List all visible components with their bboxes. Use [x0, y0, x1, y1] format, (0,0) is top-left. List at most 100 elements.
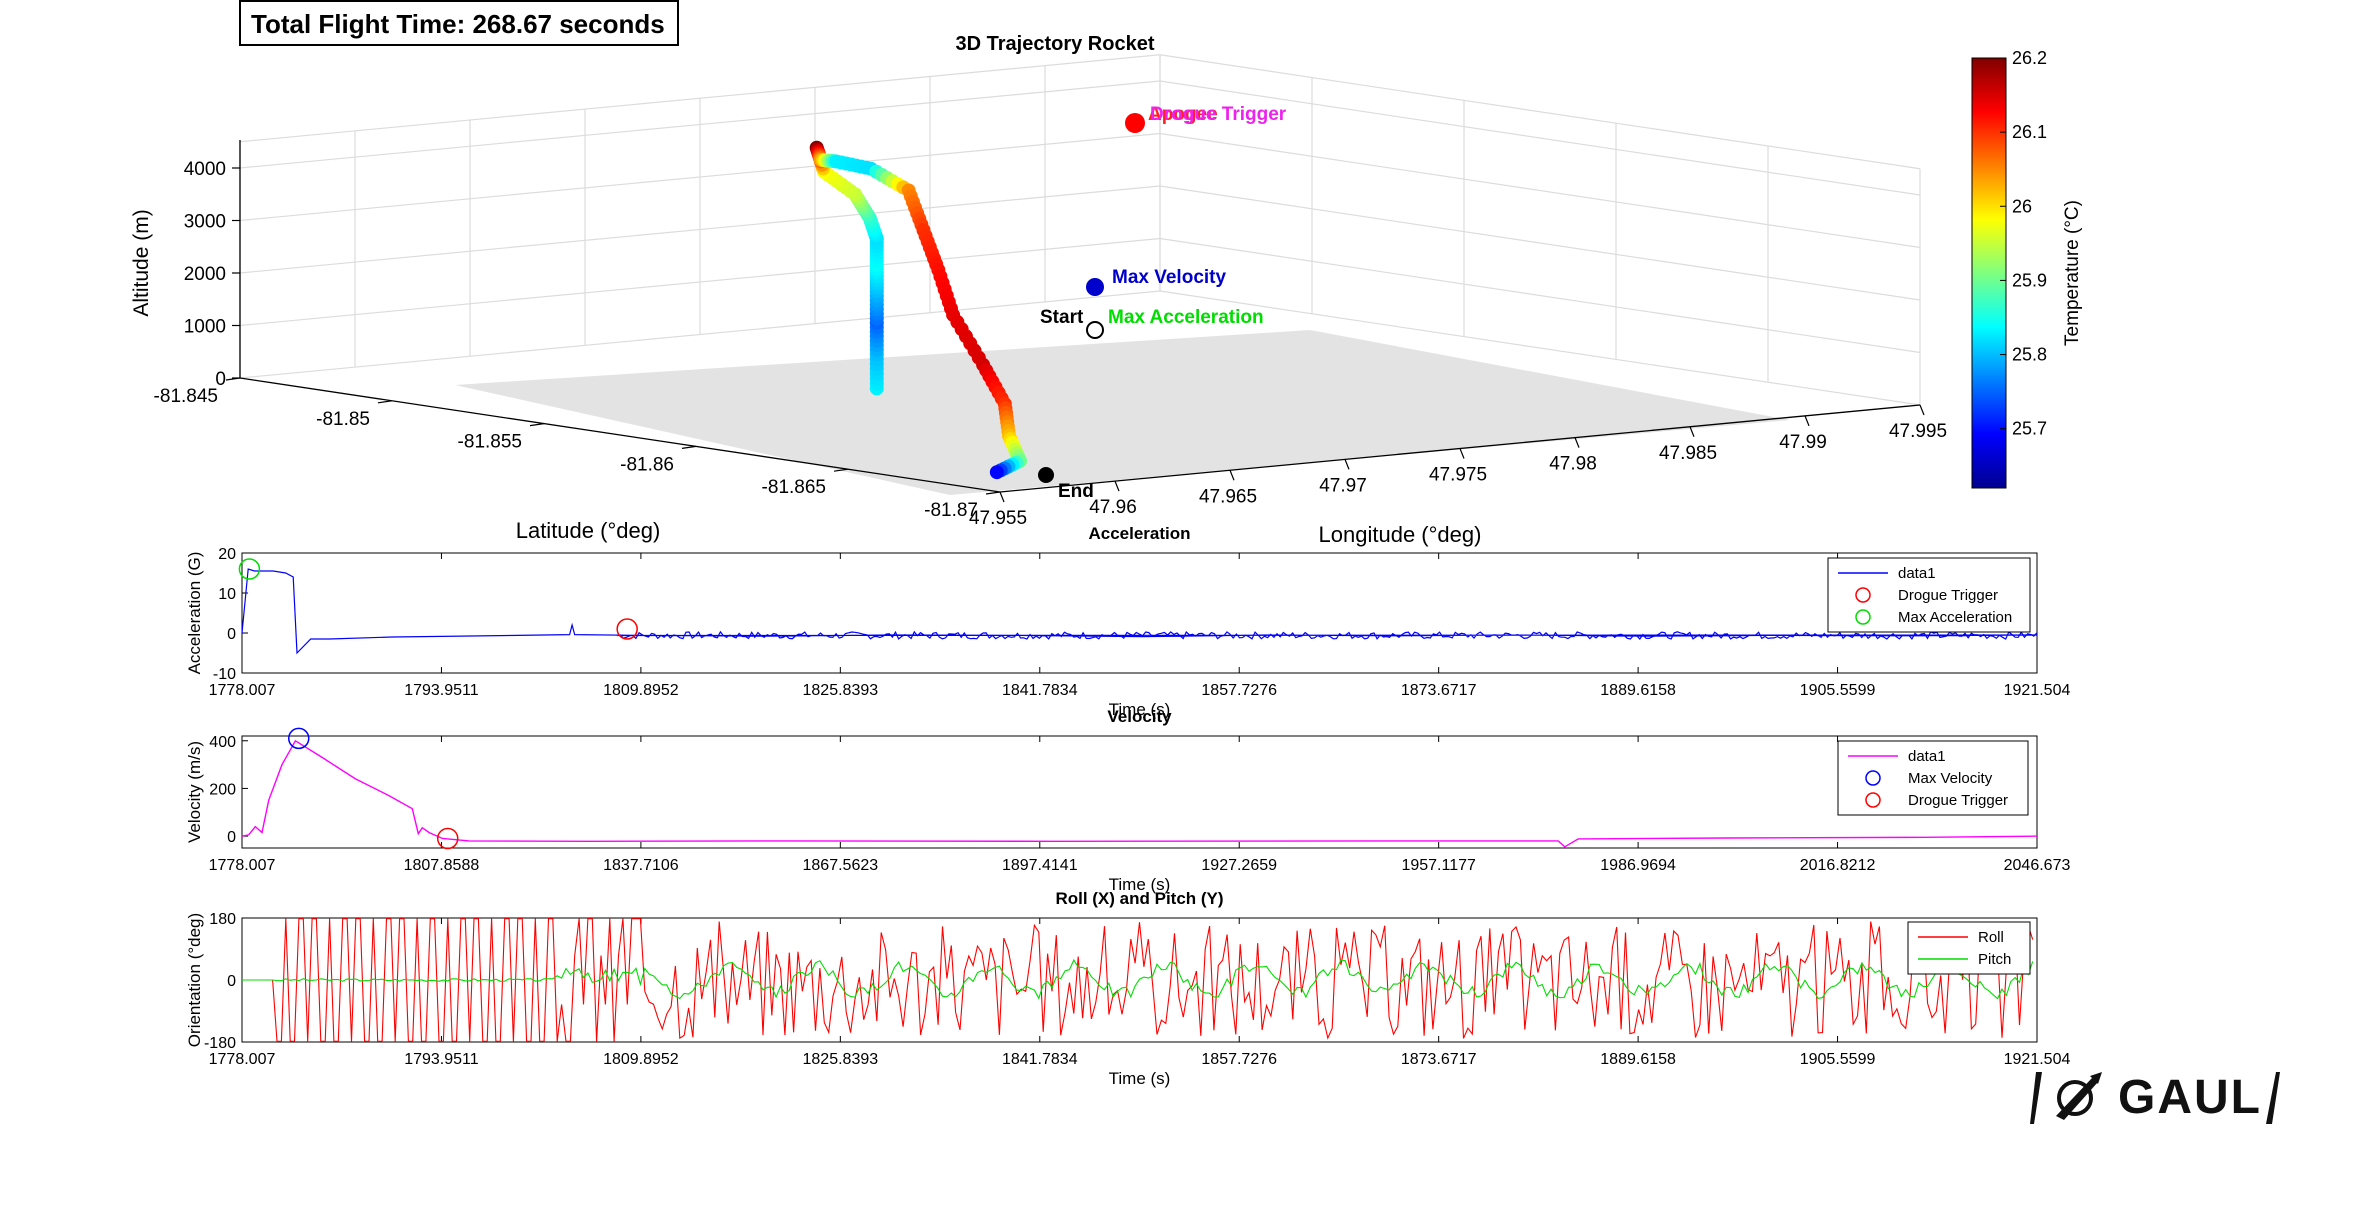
altitude-axis-label: Altitude (m) [130, 209, 153, 316]
start-marker [1086, 321, 1104, 339]
gaul-logo: GAUL [2030, 1070, 2280, 1126]
trajectory-markers [809, 140, 1028, 480]
x-tick-label: 1867.5623 [803, 857, 879, 874]
longitude-tick-label: 47.98 [1549, 454, 1597, 475]
orientation-plot: Roll (X) and Pitch (Y) 1778.007 1793.9511 1… [185, 889, 2070, 1088]
longitude-tick [1229, 470, 1235, 481]
latitude-tick [681, 445, 697, 449]
roll-line [242, 918, 2034, 1042]
y-axis-label: Velocity (m/s) [185, 741, 204, 843]
x-tick-label: 1921.504 [2004, 682, 2071, 699]
x-tick-label: 1778.007 [209, 682, 276, 699]
total-flight-time-text: Total Flight Time: 268.67 seconds [251, 9, 665, 39]
x-axis-label: Time (s) [1109, 1069, 1171, 1088]
longitude-tick [1459, 448, 1465, 459]
latitude-tick [985, 491, 1001, 495]
x-tick-label: 1905.5599 [1800, 682, 1876, 699]
latitude-tick [833, 468, 849, 472]
plot-area [241, 552, 2038, 674]
legend-label: Max Acceleration [1898, 609, 2012, 626]
altitude-tick-label: 4000 [184, 159, 226, 180]
y-axis-label: Orientation (°deg) [185, 913, 204, 1047]
velocity-plot: Velocity 1778.007 1807.8588 1837.7106 1867.5… [185, 707, 2070, 894]
longitude-tick [1574, 437, 1580, 448]
max-velocity-label: Max Velocity [1112, 267, 1226, 288]
longitude-tick [1919, 404, 1925, 416]
y-tick-label: 0 [227, 973, 236, 990]
total-flight-time-box: Total Flight Time: 268.67 seconds [239, 0, 679, 46]
latitude-axis-label: Latitude (°deg) [516, 518, 661, 543]
x-tick-label: 1857.7276 [1201, 682, 1277, 699]
legend-marker-swatch [1855, 609, 1871, 625]
colorbar-tick-label: 25.8 [2012, 345, 2047, 365]
drogue-trigger-point [616, 618, 638, 640]
x-tick-label: 1807.8588 [404, 857, 480, 874]
longitude-axis-label: Longitude (°deg) [1319, 522, 1482, 547]
longitude-tick-label: 47.995 [1889, 421, 1947, 442]
x-tick-label: 1837.7106 [603, 857, 679, 874]
plot-area [241, 735, 2038, 849]
x-tick-label: 1793.9511 [404, 1051, 479, 1068]
trajectory-title: 3D Trajectory Rocket [956, 33, 1155, 55]
longitude-ticks: 47.955 47.96 47.965 47.97 47.975 47.98 47.985 4… [969, 404, 1947, 529]
longitude-tick [1344, 459, 1350, 470]
longitude-tick-label: 47.99 [1779, 432, 1827, 453]
x-axis-label: Time (s) [1109, 875, 1171, 894]
colorbar-tick-label: 25.9 [2012, 270, 2047, 290]
y-tick-label: 20 [218, 546, 236, 563]
latitude-tick-label: -81.865 [762, 477, 826, 498]
y-tick-label: 400 [209, 734, 236, 751]
latitude-tick-label: -81.87 [924, 500, 978, 521]
grid-line-alt [239, 80, 1921, 196]
trajectory-point [989, 465, 1004, 480]
rocket-logo-icon [2030, 1072, 2102, 1124]
plot-title: Velocity [1107, 707, 1172, 726]
drogue-trigger-label: Drogue Trigger [1150, 104, 1287, 125]
ground-plane [455, 330, 1790, 495]
latitude-tick [529, 423, 545, 427]
legend-marker-swatch [1865, 770, 1881, 786]
colorbar-ticks: 26.2 26.1 26 25.9 25.8 25.7 [2000, 48, 2047, 439]
longitude-tick-label: 47.965 [1199, 486, 1257, 507]
colorbar-tick-label: 26.2 [2012, 48, 2047, 68]
legend-marker-swatch [1855, 587, 1871, 603]
y-tick-label: 180 [209, 911, 236, 928]
y-tick-label: 0 [227, 626, 236, 643]
acceleration-plot: Acceleration 1778.007 1793.9511 1809.8952 18… [185, 524, 2070, 719]
max-acceleration-point [238, 558, 261, 580]
latitude-tick-label: -81.845 [154, 386, 218, 407]
y-tick-label: 0 [227, 829, 236, 846]
trajectory-3d-plot: 3D Trajectory Rocket 0 1000 2000 3000 4000 -… [130, 33, 2083, 547]
grid-line-alt [239, 237, 1921, 354]
plot-title: Acceleration [1088, 524, 1190, 543]
y-tick-label: 200 [209, 781, 236, 798]
velocity-line [241, 739, 2038, 848]
temperature-colorbar: 26.2 26.1 26 25.9 25.8 25.7 Temperature (°C) [1971, 48, 2083, 489]
x-tick-label: 2046.673 [2004, 857, 2071, 874]
latitude-tick-label: -81.86 [620, 454, 674, 475]
x-tick-label: 1897.4141 [1002, 857, 1078, 874]
x-tick-label: 1857.7276 [1201, 1051, 1277, 1068]
legend-label: data1 [1908, 748, 1946, 765]
x-tick-label: 1809.8952 [603, 682, 679, 699]
y-tick-label: 10 [218, 586, 236, 603]
x-tick-label: 1927.2659 [1201, 857, 1277, 874]
altitude-tick-label: 3000 [184, 212, 226, 233]
x-tick-label: 1793.9511 [404, 682, 479, 699]
longitude-tick [999, 491, 1005, 503]
colorbar-label: Temperature (°C) [2062, 200, 2083, 346]
altitude-tick-label: 0 [215, 369, 226, 390]
latitude-tick-label: -81.855 [458, 432, 522, 453]
x-tick-label: 2016.8212 [1800, 857, 1876, 874]
latitude-tick [225, 377, 241, 381]
longitude-tick-label: 47.985 [1659, 443, 1717, 464]
legend-label: Drogue Trigger [1898, 587, 1998, 604]
longitude-tick-label: 47.955 [969, 508, 1027, 529]
event-labels: Start Max Acceleration Max Velocity Apog… [1038, 104, 1287, 502]
max-acceleration-label: Max Acceleration [1108, 307, 1264, 328]
grid-line-alt [239, 132, 1921, 249]
y-tick-label: -10 [213, 666, 236, 683]
grid-3d [239, 54, 1921, 406]
x-tick-label: 1809.8952 [603, 1051, 679, 1068]
pitch-line [242, 958, 2034, 1000]
